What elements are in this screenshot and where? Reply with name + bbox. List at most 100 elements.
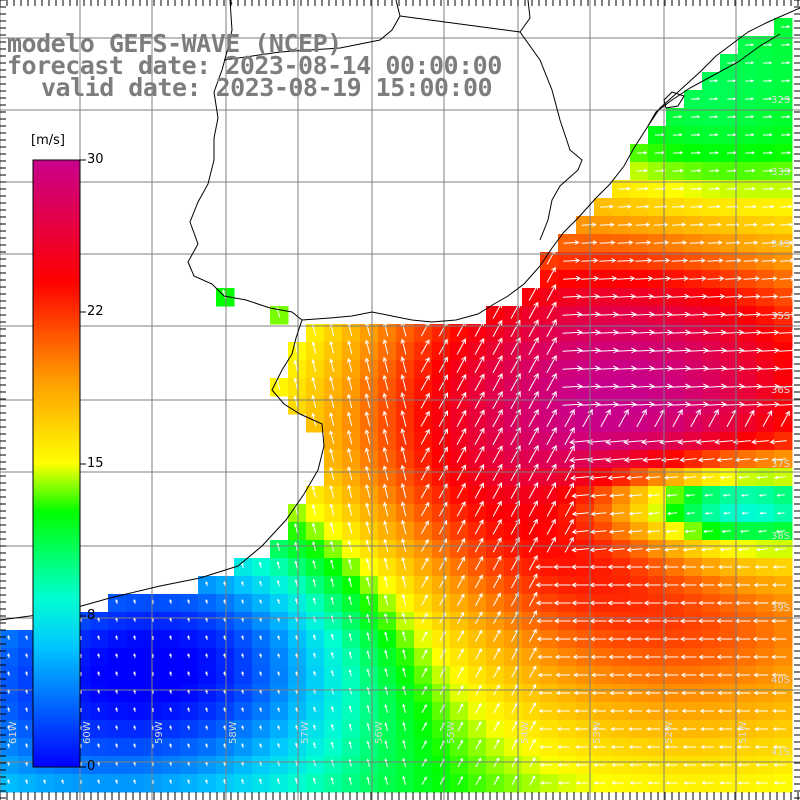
wind-arrow	[670, 401, 692, 408]
wind-arrow	[772, 726, 786, 732]
wind-arrow	[724, 329, 745, 336]
wind-arrow	[779, 312, 797, 318]
wind-arrow	[724, 347, 745, 354]
wind-arrow	[701, 475, 714, 480]
colorbar-tick-label: 0	[87, 759, 96, 774]
wind-arrow	[617, 222, 633, 227]
wind-arrow	[688, 383, 710, 390]
wind-arrow	[312, 597, 316, 605]
wind-arrow	[555, 672, 571, 678]
wind-arrow	[295, 634, 298, 641]
wind-arrow	[742, 383, 763, 390]
wind-arrow	[780, 186, 792, 191]
wind-arrow	[716, 600, 733, 606]
wind-arrow	[727, 61, 737, 65]
wind-arrow	[755, 547, 768, 552]
wind-arrow	[313, 724, 316, 731]
wind-arrow	[679, 618, 697, 624]
wind-arrow	[383, 575, 389, 588]
wind-arrow	[97, 653, 100, 659]
wind-arrow	[719, 781, 732, 785]
wind-arrow	[690, 186, 703, 191]
wind-arrow	[546, 283, 557, 301]
wind-arrow	[493, 739, 500, 750]
wind-arrow	[293, 395, 299, 408]
wind-arrow	[743, 240, 759, 245]
wind-arrow	[608, 636, 625, 642]
wind-arrow	[384, 631, 388, 642]
wind-arrow	[329, 484, 335, 498]
wind-arrow	[528, 354, 539, 374]
wind-arrow	[329, 521, 335, 534]
wind-arrow	[528, 426, 539, 446]
wind-arrow	[205, 725, 208, 731]
wind-arrow	[571, 618, 589, 624]
wind-arrow	[475, 739, 482, 750]
wind-arrow	[348, 723, 352, 731]
wind-arrow	[663, 475, 679, 480]
wind-arrow	[400, 482, 407, 499]
wind-arrow	[636, 204, 650, 209]
valid-date: valid date: 2023-08-19 15:00:00	[41, 73, 493, 102]
wind-arrow	[348, 614, 352, 623]
wind-arrow	[598, 347, 620, 354]
wind-arrow	[771, 672, 787, 678]
wind-arrow	[382, 410, 389, 427]
wind-arrow	[537, 672, 553, 678]
wind-arrow	[277, 635, 280, 641]
wind-arrow	[401, 519, 407, 535]
wind-arrow	[421, 685, 427, 696]
wind-arrow	[475, 721, 482, 732]
wind-arrow	[611, 781, 624, 785]
wind-arrow	[652, 383, 674, 390]
wind-arrow	[401, 575, 407, 588]
wind-arrow	[293, 359, 299, 372]
wind-arrow	[709, 79, 719, 83]
wind-arrow	[617, 258, 635, 264]
latitude-label: 40S	[771, 675, 791, 686]
wind-arrow	[311, 376, 317, 390]
wind-arrow	[634, 311, 655, 318]
wind-arrow	[205, 599, 208, 605]
wind-arrow	[706, 311, 727, 318]
wind-arrow	[778, 365, 798, 372]
wind-arrow	[781, 61, 791, 65]
wind-arrow	[400, 320, 407, 337]
wind-arrow	[665, 763, 678, 767]
wind-arrow	[187, 653, 190, 659]
wind-arrow	[717, 582, 733, 588]
wind-arrow	[616, 293, 637, 300]
wind-arrow	[401, 593, 407, 606]
wind-arrow	[707, 240, 723, 245]
wind-arrow	[684, 529, 696, 534]
wind-arrow	[761, 258, 777, 263]
wind-arrow	[719, 763, 732, 767]
wind-arrow	[330, 741, 334, 749]
colorbar-tick-label: 22	[87, 304, 104, 319]
wind-arrow	[382, 392, 389, 409]
wind-arrow	[699, 564, 715, 570]
wind-arrow	[628, 744, 642, 750]
wind-arrow	[276, 542, 280, 551]
wind-arrow	[608, 672, 625, 678]
wind-arrow	[763, 115, 773, 119]
wind-arrow	[421, 649, 428, 660]
longitude-label: 60W	[82, 721, 93, 744]
wind-arrow	[277, 742, 280, 749]
wind-arrow	[744, 151, 755, 155]
wind-arrow	[539, 745, 552, 749]
wind-arrow	[311, 341, 317, 354]
wind-arrow	[607, 564, 625, 570]
wind-arrow	[277, 653, 280, 659]
wind-arrow	[753, 672, 769, 678]
wind-arrow	[672, 151, 684, 155]
wind-arrow	[652, 401, 674, 408]
wind-arrow	[672, 169, 684, 173]
wind-arrow	[662, 582, 679, 588]
wind-arrow	[205, 707, 208, 713]
wind-arrow	[670, 365, 692, 372]
wind-arrow	[420, 483, 430, 499]
wind-arrow	[535, 564, 553, 570]
wind-arrow	[511, 738, 518, 750]
